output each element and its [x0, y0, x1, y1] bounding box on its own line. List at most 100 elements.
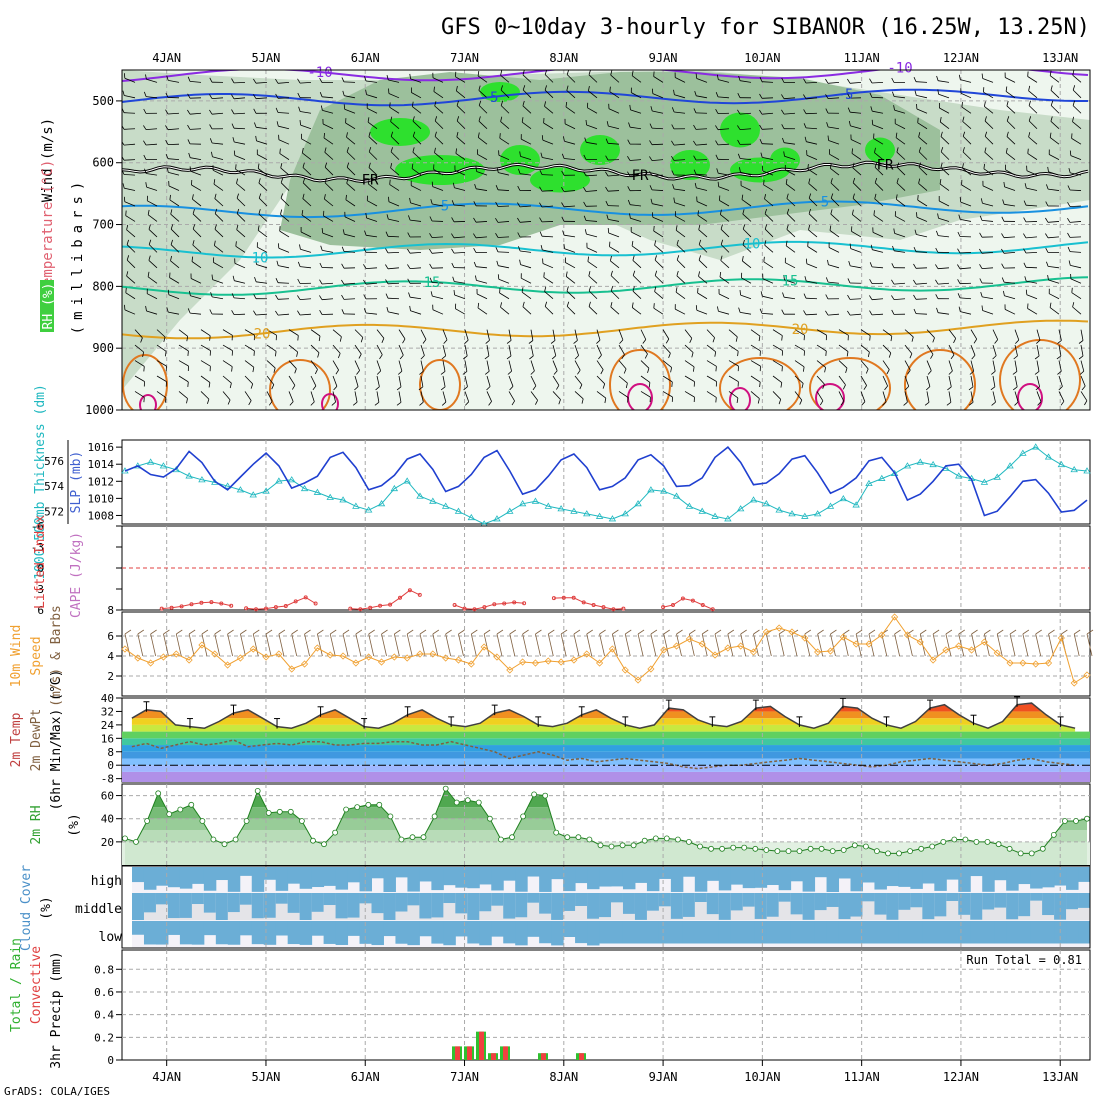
wind-barb-flag — [235, 241, 237, 247]
wind-barb-flag — [627, 139, 631, 145]
top-date-label: 8JAN — [549, 51, 578, 65]
wind-barb-flag — [673, 197, 675, 203]
wind-barb-flag — [781, 335, 783, 341]
wind-barb-flag — [320, 245, 323, 251]
wind-barb — [478, 90, 488, 99]
cloud-bar — [203, 893, 217, 913]
cloud-bar — [527, 893, 540, 903]
wind-barb — [676, 244, 686, 253]
rh-saturated-area — [720, 112, 760, 148]
wind-barb — [476, 266, 488, 269]
wind-barb-flag — [957, 293, 961, 299]
wind-barb — [212, 279, 224, 284]
wind-barb — [354, 391, 358, 403]
wind-barb-flag — [544, 70, 548, 75]
wind10m-barb — [1009, 633, 1016, 657]
wind-barb-flag — [339, 336, 342, 342]
cloud-bar — [551, 893, 564, 920]
wind10m-barb-flag — [843, 629, 850, 635]
wind-barb-flag — [968, 386, 974, 391]
wind-barb — [322, 232, 334, 238]
wind-barb — [508, 391, 515, 402]
cloud-bar — [467, 867, 480, 889]
slp-tick-label: 1012 — [88, 475, 115, 488]
wind-barb — [508, 375, 514, 387]
wind-speed-point — [416, 650, 424, 658]
wind-barb — [257, 168, 268, 176]
wind-barb — [541, 190, 554, 192]
wind-barb-flag — [717, 306, 719, 312]
wind-barb — [938, 93, 950, 99]
wind-barb-flag — [610, 270, 613, 276]
wind-barb-flag — [486, 386, 491, 391]
wind-barb-flag — [543, 272, 545, 278]
temp-color-band — [122, 771, 1090, 782]
wind-barb — [214, 229, 224, 238]
wind-barb — [585, 174, 598, 177]
cloud-bar — [143, 893, 157, 913]
wind-barb — [300, 231, 312, 238]
wind-barb-flag — [1005, 147, 1008, 153]
wind-barb — [939, 200, 950, 207]
wind-barb — [390, 121, 400, 130]
wind-barb-flag — [1067, 185, 1071, 191]
cloud-bar — [946, 867, 959, 880]
isotherm-label: 20 — [254, 327, 271, 343]
wind-barb — [332, 391, 336, 403]
wind-barb-flag — [364, 76, 367, 82]
wind-barb — [640, 360, 650, 369]
cloud-bar — [587, 893, 600, 919]
wind-barb-flag — [1023, 233, 1027, 239]
wind-barb-flag — [698, 224, 701, 230]
wind-barb — [464, 329, 469, 341]
wind10m-barb — [278, 633, 285, 657]
wind-barb — [574, 391, 584, 400]
wind-barb — [146, 78, 158, 83]
wind-barb — [478, 105, 488, 114]
wind-barb — [728, 329, 738, 338]
wind-barb — [608, 219, 620, 222]
thickness-point — [339, 496, 347, 503]
wind-barb-flag — [780, 382, 783, 388]
wind-barb — [960, 219, 972, 222]
wind-barb — [896, 151, 906, 160]
wind-barb — [838, 391, 845, 402]
wind-barb — [662, 391, 673, 398]
wind-speed-point — [916, 638, 924, 646]
wind-barb-flag — [694, 90, 697, 96]
wind-barb-flag — [1081, 385, 1086, 391]
wind-barb-flag — [891, 295, 895, 300]
wind-barb — [640, 329, 647, 340]
wind-barb-flag — [473, 261, 477, 267]
wind-barb-flag — [610, 255, 612, 261]
thickness-point — [993, 473, 1001, 480]
wind10m-barb — [316, 633, 323, 657]
wind-barb-flag — [914, 229, 917, 235]
wind-barb — [948, 360, 953, 372]
wind-barb — [178, 329, 188, 337]
cloud-bar — [1030, 867, 1043, 889]
cloud-bar — [910, 893, 923, 908]
wind-barb — [915, 251, 928, 253]
wind-barb — [586, 233, 598, 238]
thickness-point — [185, 472, 193, 479]
wind10m-barb — [535, 633, 541, 657]
wind-barb — [805, 81, 818, 84]
wind-barb — [300, 124, 312, 130]
wind-barb — [882, 375, 888, 387]
wind-barb-flag — [540, 152, 543, 158]
cloud-bar — [838, 867, 851, 879]
wind-barb — [388, 311, 400, 315]
wind-barb-flag — [896, 162, 900, 168]
wind10m-barb-flag — [1061, 629, 1068, 635]
wind-barb — [530, 375, 537, 386]
wind-barb — [772, 344, 783, 351]
wind-barb — [134, 391, 145, 398]
wind-barb-flag — [280, 193, 283, 199]
wind-barb-flag — [291, 385, 296, 390]
thickness-point — [955, 472, 963, 479]
wind-barb-flag — [360, 337, 364, 343]
wind-barb — [520, 264, 532, 269]
wind-tick-label: 4 — [107, 650, 114, 663]
rh-point — [675, 836, 681, 843]
